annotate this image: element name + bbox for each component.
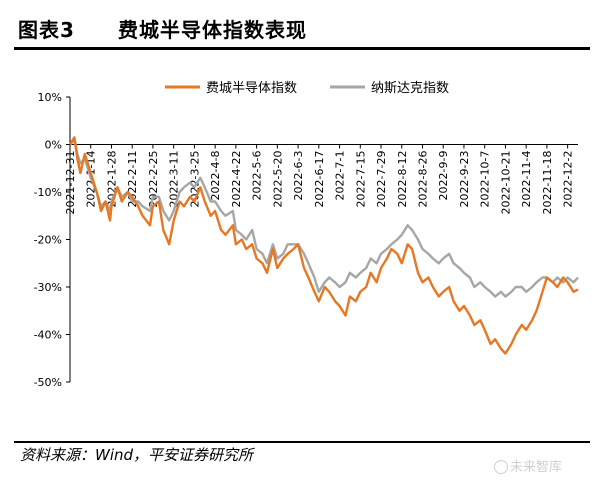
- chart-legend: 费城半导体指数 纳斯达克指数: [165, 81, 449, 96]
- x-tick-label: 2022-2-25: [147, 151, 160, 208]
- x-tick-label: 2022-6-17: [313, 151, 326, 208]
- watermark: 未来智库: [494, 456, 562, 475]
- series-layer: [68, 136, 579, 355]
- watermark-text: 未来智库: [510, 460, 563, 475]
- legend-label-sox: 费城半导体指数: [206, 81, 297, 96]
- x-tick-label: 2022-9-23: [458, 151, 471, 208]
- x-tick-label: 2022-4-22: [230, 151, 243, 208]
- figure-header: 图表3 费城半导体指数表现: [0, 0, 598, 52]
- x-tick-label: 2022-5-6: [251, 151, 264, 201]
- x-tick-label: 2022-10-7: [479, 150, 492, 207]
- x-tick-label: 2022-8-26: [416, 151, 429, 208]
- y-tick-label: -10%: [34, 186, 62, 199]
- watermark-logo-icon: [494, 460, 508, 474]
- y-tick-label: -40%: [34, 329, 62, 342]
- x-tick-label: 2022-11-18: [541, 151, 554, 215]
- figure-title: 费城半导体指数表现: [118, 18, 307, 42]
- line-chart: 费城半导体指数 纳斯达克指数 10% 0% -10% -20% -30% -40% -50%…: [34, 81, 579, 389]
- y-tick-label: -20%: [34, 234, 62, 247]
- x-tick-label: 2022-6-3: [292, 151, 305, 201]
- footer-rule: [14, 441, 590, 443]
- y-tick-label: -30%: [34, 281, 62, 294]
- x-tick-label: 2022-5-20: [271, 151, 284, 208]
- x-tick-label: 2022-3-11: [168, 151, 181, 208]
- x-tick-label: 2022-10-21: [499, 151, 512, 215]
- x-tick-label: 2021-12-31: [64, 151, 77, 215]
- legend-label-nasdaq: 纳斯达克指数: [371, 81, 449, 96]
- x-tick-label: 2022-8-12: [396, 151, 409, 208]
- x-tick-label: 2022-12-2: [562, 151, 575, 208]
- series-line-nasdaq: [69, 138, 579, 298]
- x-axis: 2021-12-31 2022-1-14 2022-1-28 2022-2-11 202…: [64, 144, 578, 215]
- x-tick-label: 2022-7-29: [375, 151, 388, 208]
- y-tick-label: -50%: [34, 376, 62, 389]
- x-tick-label: 2022-11-4: [520, 151, 533, 208]
- x-tick-label: 2022-7-1: [334, 151, 347, 201]
- source-note: 资料来源：Wind，平安证券研究所: [20, 446, 254, 464]
- y-tick-label: 10%: [38, 91, 62, 104]
- figure-number: 图表3: [18, 18, 75, 42]
- series-line-sox: [68, 136, 579, 355]
- y-axis: 10% 0% -10% -20% -30% -40% -50%: [34, 91, 71, 389]
- x-tick-label: 2022-7-15: [354, 151, 367, 208]
- header-rule: [14, 47, 590, 50]
- x-tick-label: 2022-4-8: [209, 151, 222, 201]
- x-tick-label: 2022-9-9: [437, 151, 450, 201]
- y-tick-label: 0%: [45, 139, 62, 152]
